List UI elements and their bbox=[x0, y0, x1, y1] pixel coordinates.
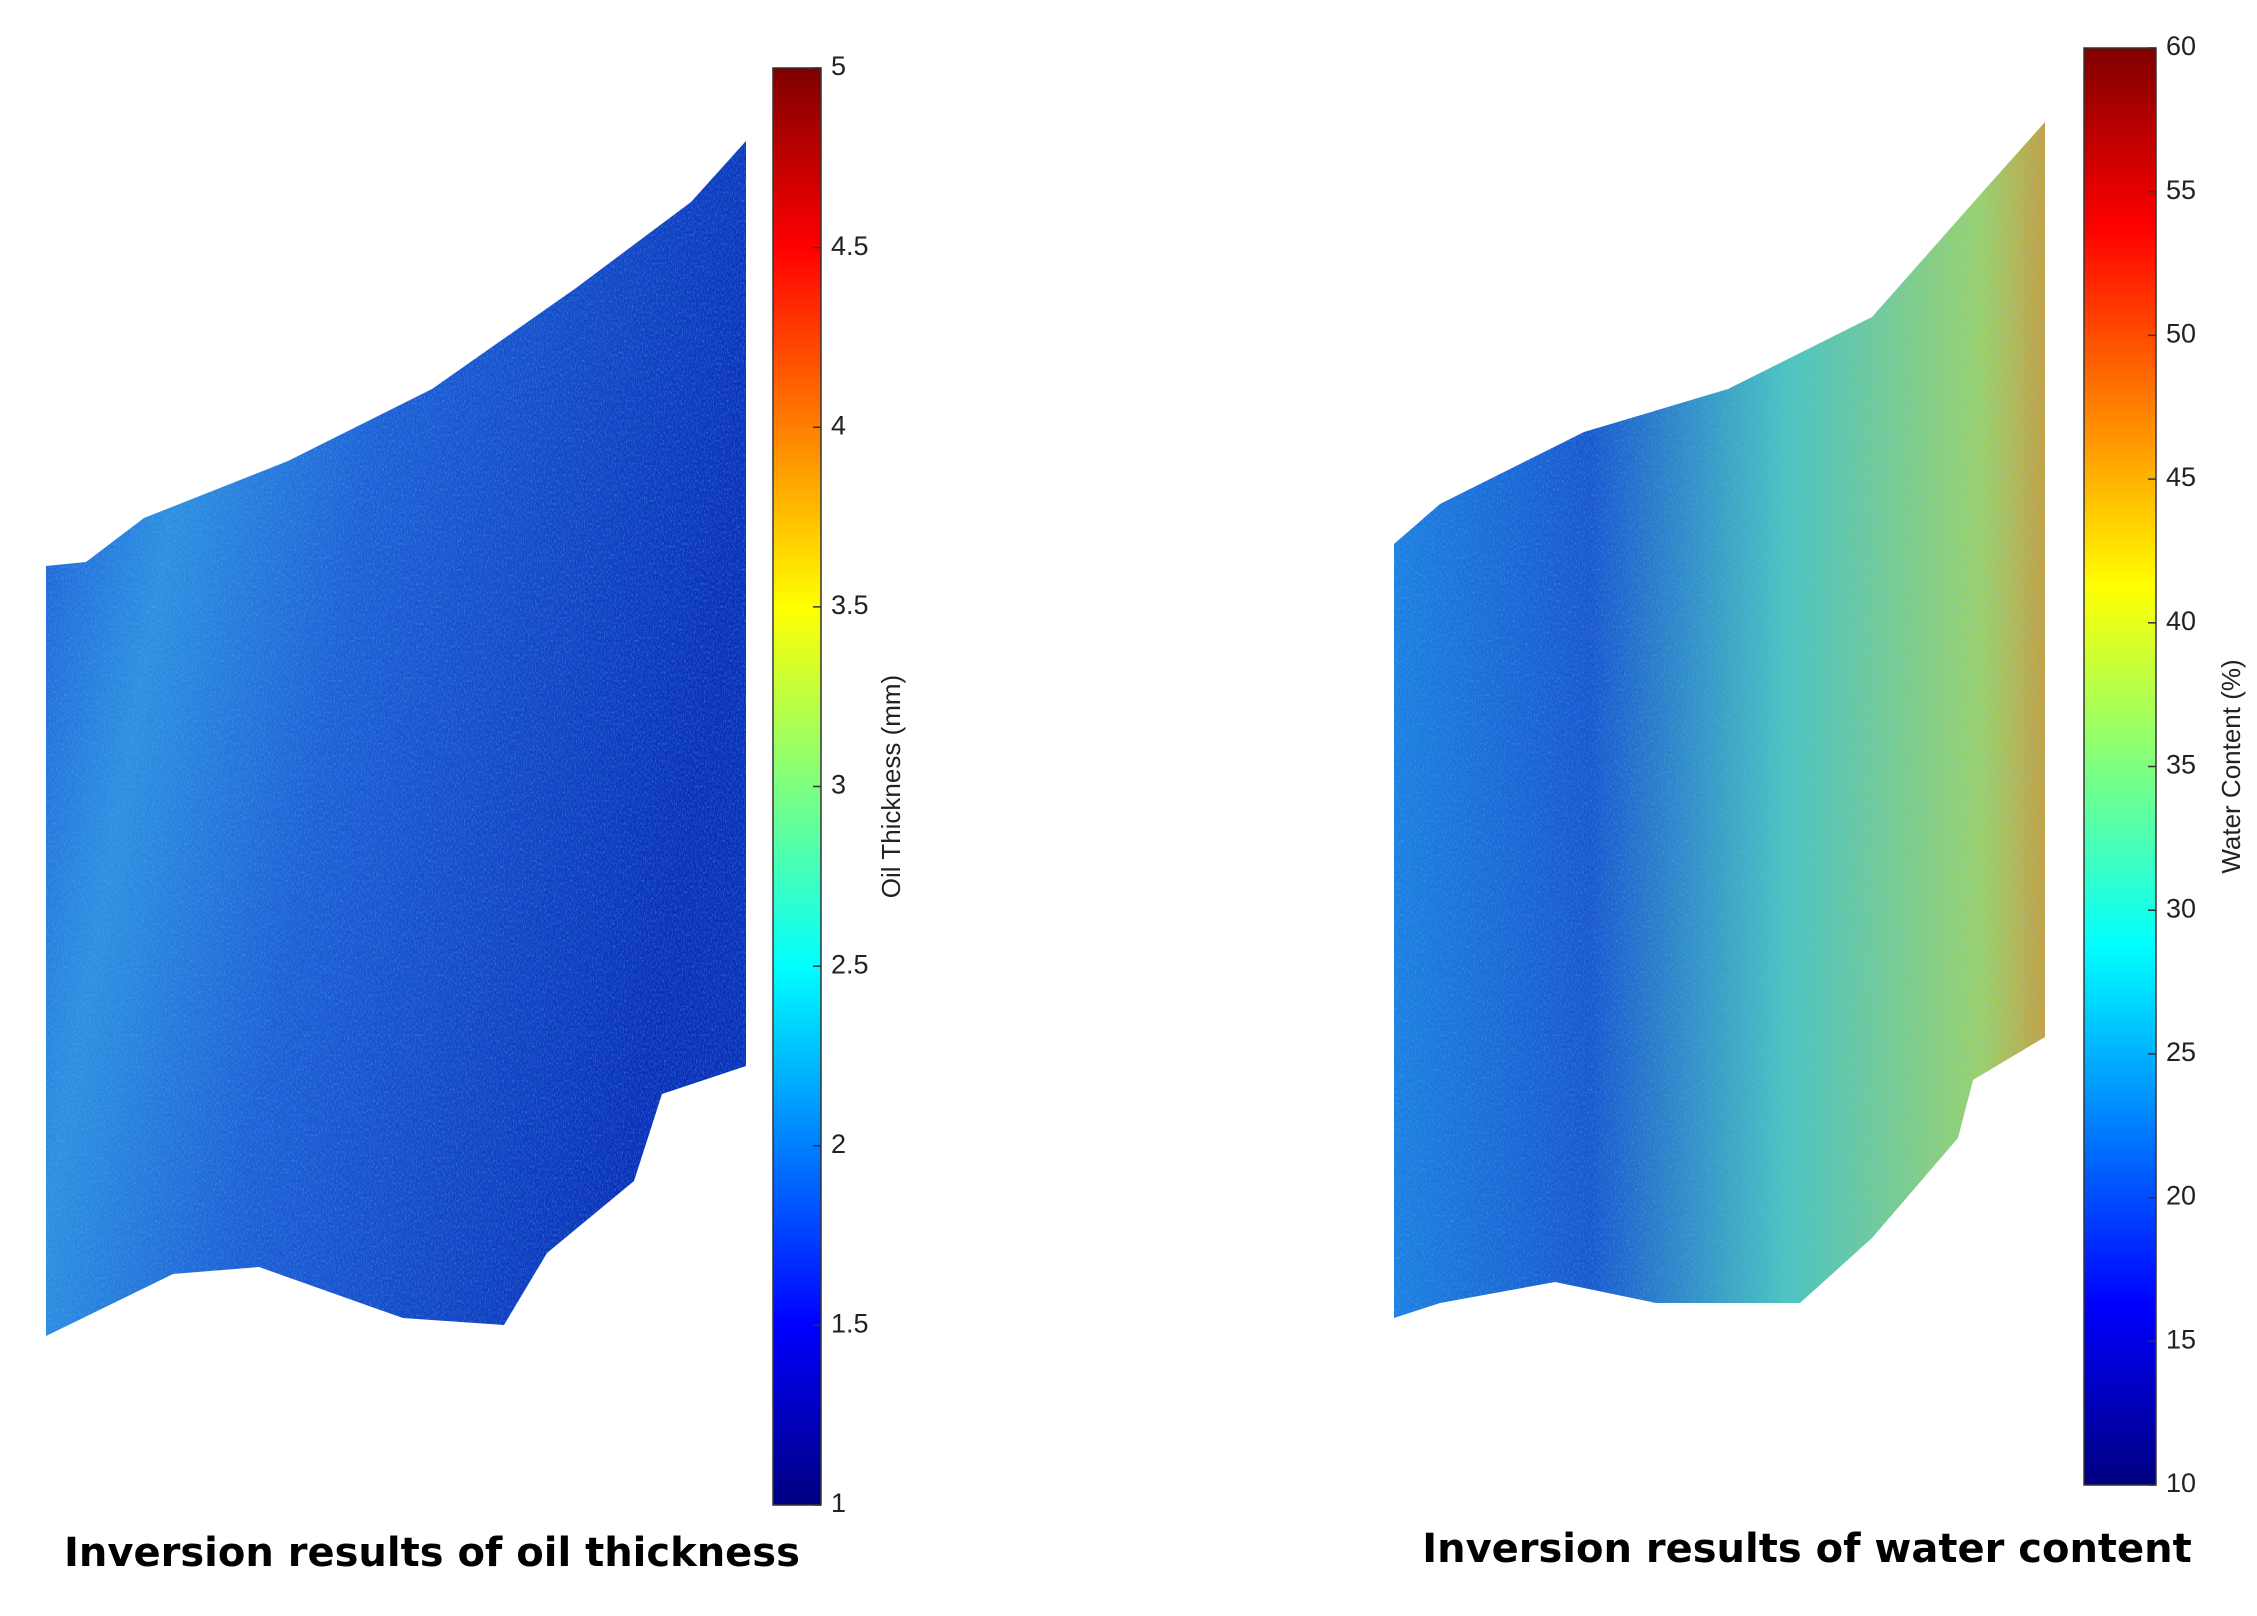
caption: Inversion results of water content bbox=[1422, 1526, 2192, 1572]
colorbar-tick-label: 5 bbox=[831, 51, 846, 81]
colorbar-tick-label: 45 bbox=[2166, 462, 2196, 492]
colorbar-tick-label: 20 bbox=[2166, 1181, 2196, 1211]
colorbar-tick-label: 50 bbox=[2166, 319, 2196, 349]
colorbar-tick-label: 35 bbox=[2166, 750, 2196, 780]
colorbar-label: Water Content (%) bbox=[2216, 659, 2246, 873]
caption: Inversion results of oil thickness bbox=[64, 1530, 800, 1576]
colorbar-tick-label: 2 bbox=[831, 1129, 846, 1159]
oil-thickness-map bbox=[46, 141, 746, 1336]
colorbar-tick-label: 3 bbox=[831, 770, 846, 800]
colorbar-tick-label: 4 bbox=[831, 410, 846, 440]
colorbar-tick-label: 40 bbox=[2166, 606, 2196, 636]
colorbar-tick-label: 60 bbox=[2166, 31, 2196, 61]
colorbar-label: Oil Thickness (mm) bbox=[876, 675, 906, 898]
colorbar-tick-label: 3.5 bbox=[831, 590, 869, 620]
colorbar-tick-label: 15 bbox=[2166, 1324, 2196, 1354]
colorbar-tick-label: 2.5 bbox=[831, 949, 869, 979]
colorbar-tick-label: 1.5 bbox=[831, 1309, 869, 1339]
water-content-map bbox=[1394, 122, 2045, 1318]
colorbar-tick-label: 55 bbox=[2166, 175, 2196, 205]
colorbar-tick-label: 4.5 bbox=[831, 231, 869, 261]
colorbar-tick-label: 25 bbox=[2166, 1037, 2196, 1067]
colorbar-tick-label: 30 bbox=[2166, 893, 2196, 923]
colorbar bbox=[2083, 47, 2157, 1486]
colorbar-tick-label: 1 bbox=[831, 1488, 846, 1518]
colorbar-tick-label: 10 bbox=[2166, 1468, 2196, 1498]
